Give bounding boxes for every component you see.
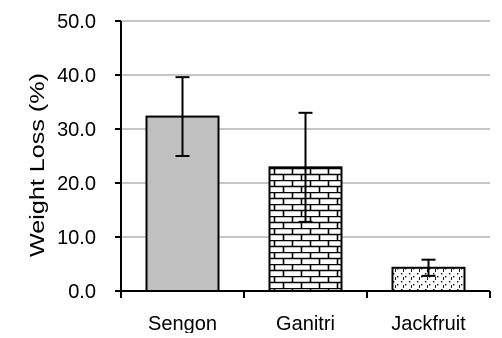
y-tick-label: 40.0 [57, 65, 96, 87]
y-tick-label: 10.0 [57, 227, 96, 249]
x-tick-label: Ganitri [276, 313, 335, 333]
error-bar-sengon [175, 76, 190, 157]
y-tick-label: 0.0 [68, 281, 96, 303]
y-tick-labels: 0.0 10.0 20.0 30.0 40.0 50.0 [57, 11, 96, 303]
x-tick-labels: Sengon Ganitri Jackfruit [148, 313, 466, 335]
axes [115, 20, 491, 298]
y-tick-label: 50.0 [57, 11, 96, 33]
y-axis-label: Weight Loss (%) [27, 73, 49, 257]
error-bar-ganitri [298, 111, 313, 223]
error-bar-jackfruit [421, 258, 436, 277]
x-tick-label: Jackfruit [391, 313, 466, 333]
error-bars [175, 76, 436, 277]
y-tick-label: 20.0 [57, 173, 96, 195]
x-tick-label: Sengon [148, 313, 217, 333]
y-tick-label: 30.0 [57, 119, 96, 141]
